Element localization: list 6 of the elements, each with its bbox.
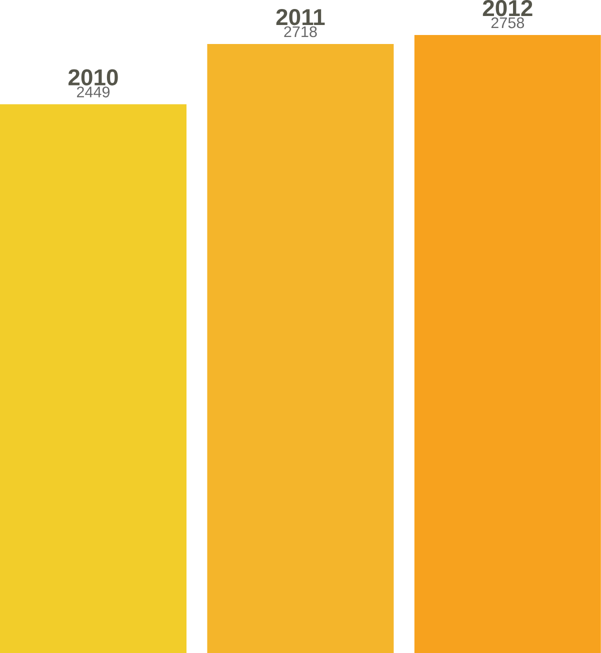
x-tick-label: 2011 <box>276 8 325 26</box>
data-label: 2758 <box>491 17 524 28</box>
data-label: 2718 <box>284 26 317 38</box>
x-tick-label: 2010 <box>68 69 118 86</box>
x-tick-label: 2012 <box>482 0 532 16</box>
data-label: 2449 <box>77 86 110 98</box>
